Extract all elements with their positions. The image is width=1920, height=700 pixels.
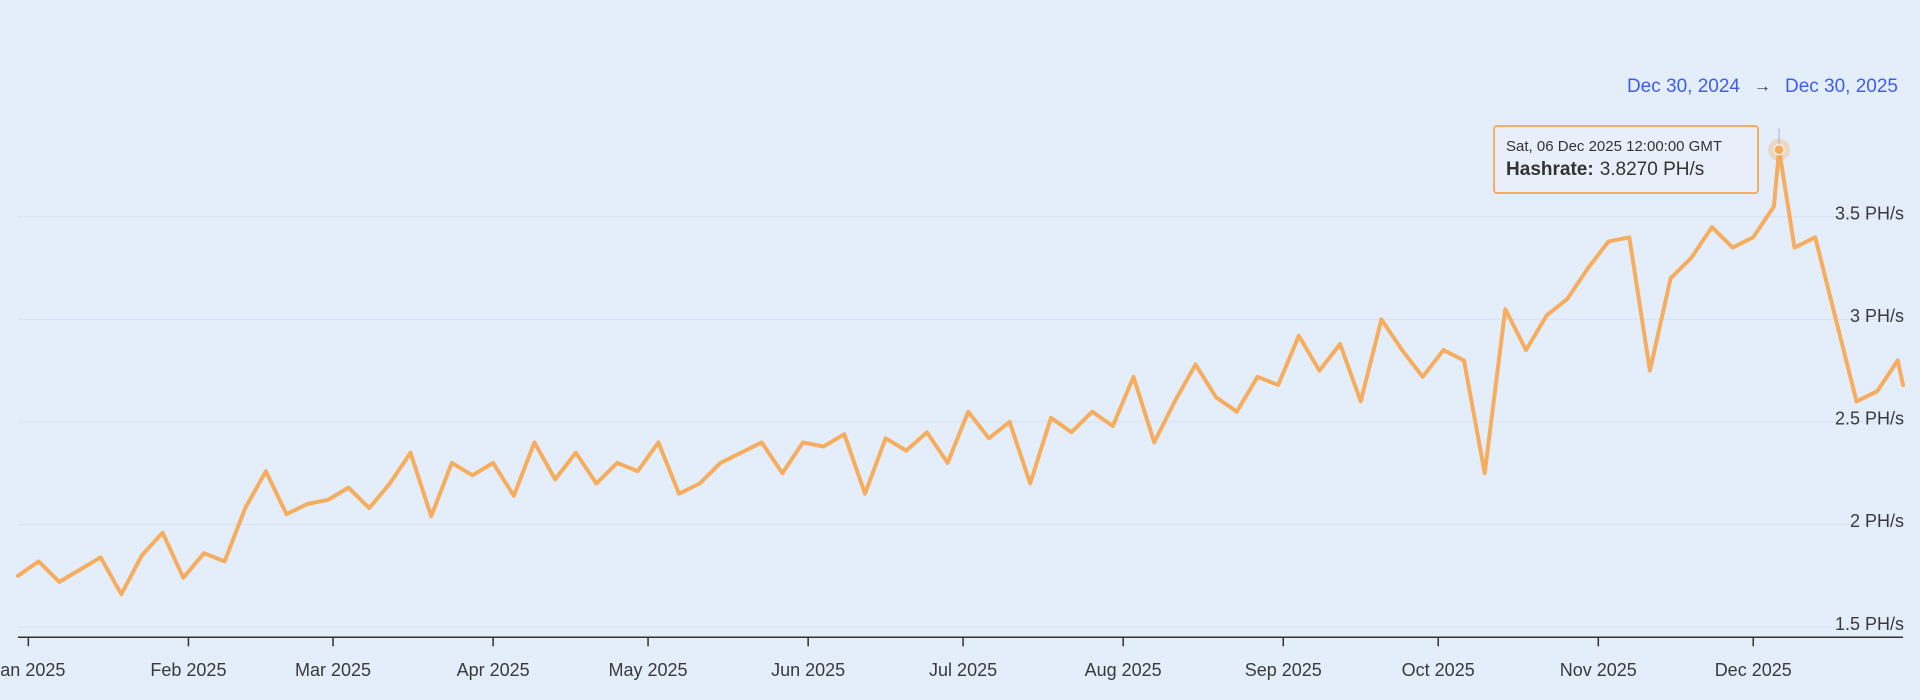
tooltip-value: 3.8270 PH/s (1600, 159, 1705, 180)
x-tick-label: Nov 2025 (1560, 660, 1637, 680)
x-tick-label: Apr 2025 (457, 660, 530, 680)
x-tick-label: Mar 2025 (295, 660, 371, 680)
range-start: Dec 30, 2024 (1627, 76, 1740, 97)
x-tick-label: Feb 2025 (150, 660, 226, 680)
range-separator: → (1754, 76, 1771, 95)
tooltip-date: Sat, 06 Dec 2025 12:00:00 GMT (1506, 138, 1722, 155)
hover-point (1773, 144, 1785, 156)
y-tick-label: 3 PH/s (1850, 306, 1904, 326)
x-tick-label: Jan 2025 (0, 660, 65, 680)
tooltip-name: Hashrate: (1506, 159, 1594, 180)
x-tick-label: Dec 2025 (1715, 660, 1792, 680)
x-tick-label: Aug 2025 (1085, 660, 1162, 680)
range-end: Dec 30, 2025 (1785, 76, 1898, 97)
x-tick-label: May 2025 (609, 660, 688, 680)
tooltip-box (1493, 125, 1760, 194)
x-tick-label: Jun 2025 (771, 660, 845, 680)
data-line (16, 147, 1905, 597)
y-tick-label: 2 PH/s (1850, 511, 1904, 531)
x-tick-label: Sep 2025 (1245, 660, 1322, 680)
y-tick-label: 3.5 PH/s (1835, 204, 1904, 224)
x-tick-label: Oct 2025 (1402, 660, 1475, 680)
y-tick-label: 1.5 PH/s (1835, 614, 1904, 634)
y-tick-label: 2.5 PH/s (1835, 409, 1904, 429)
x-tick-label: Jul 2025 (929, 660, 997, 680)
